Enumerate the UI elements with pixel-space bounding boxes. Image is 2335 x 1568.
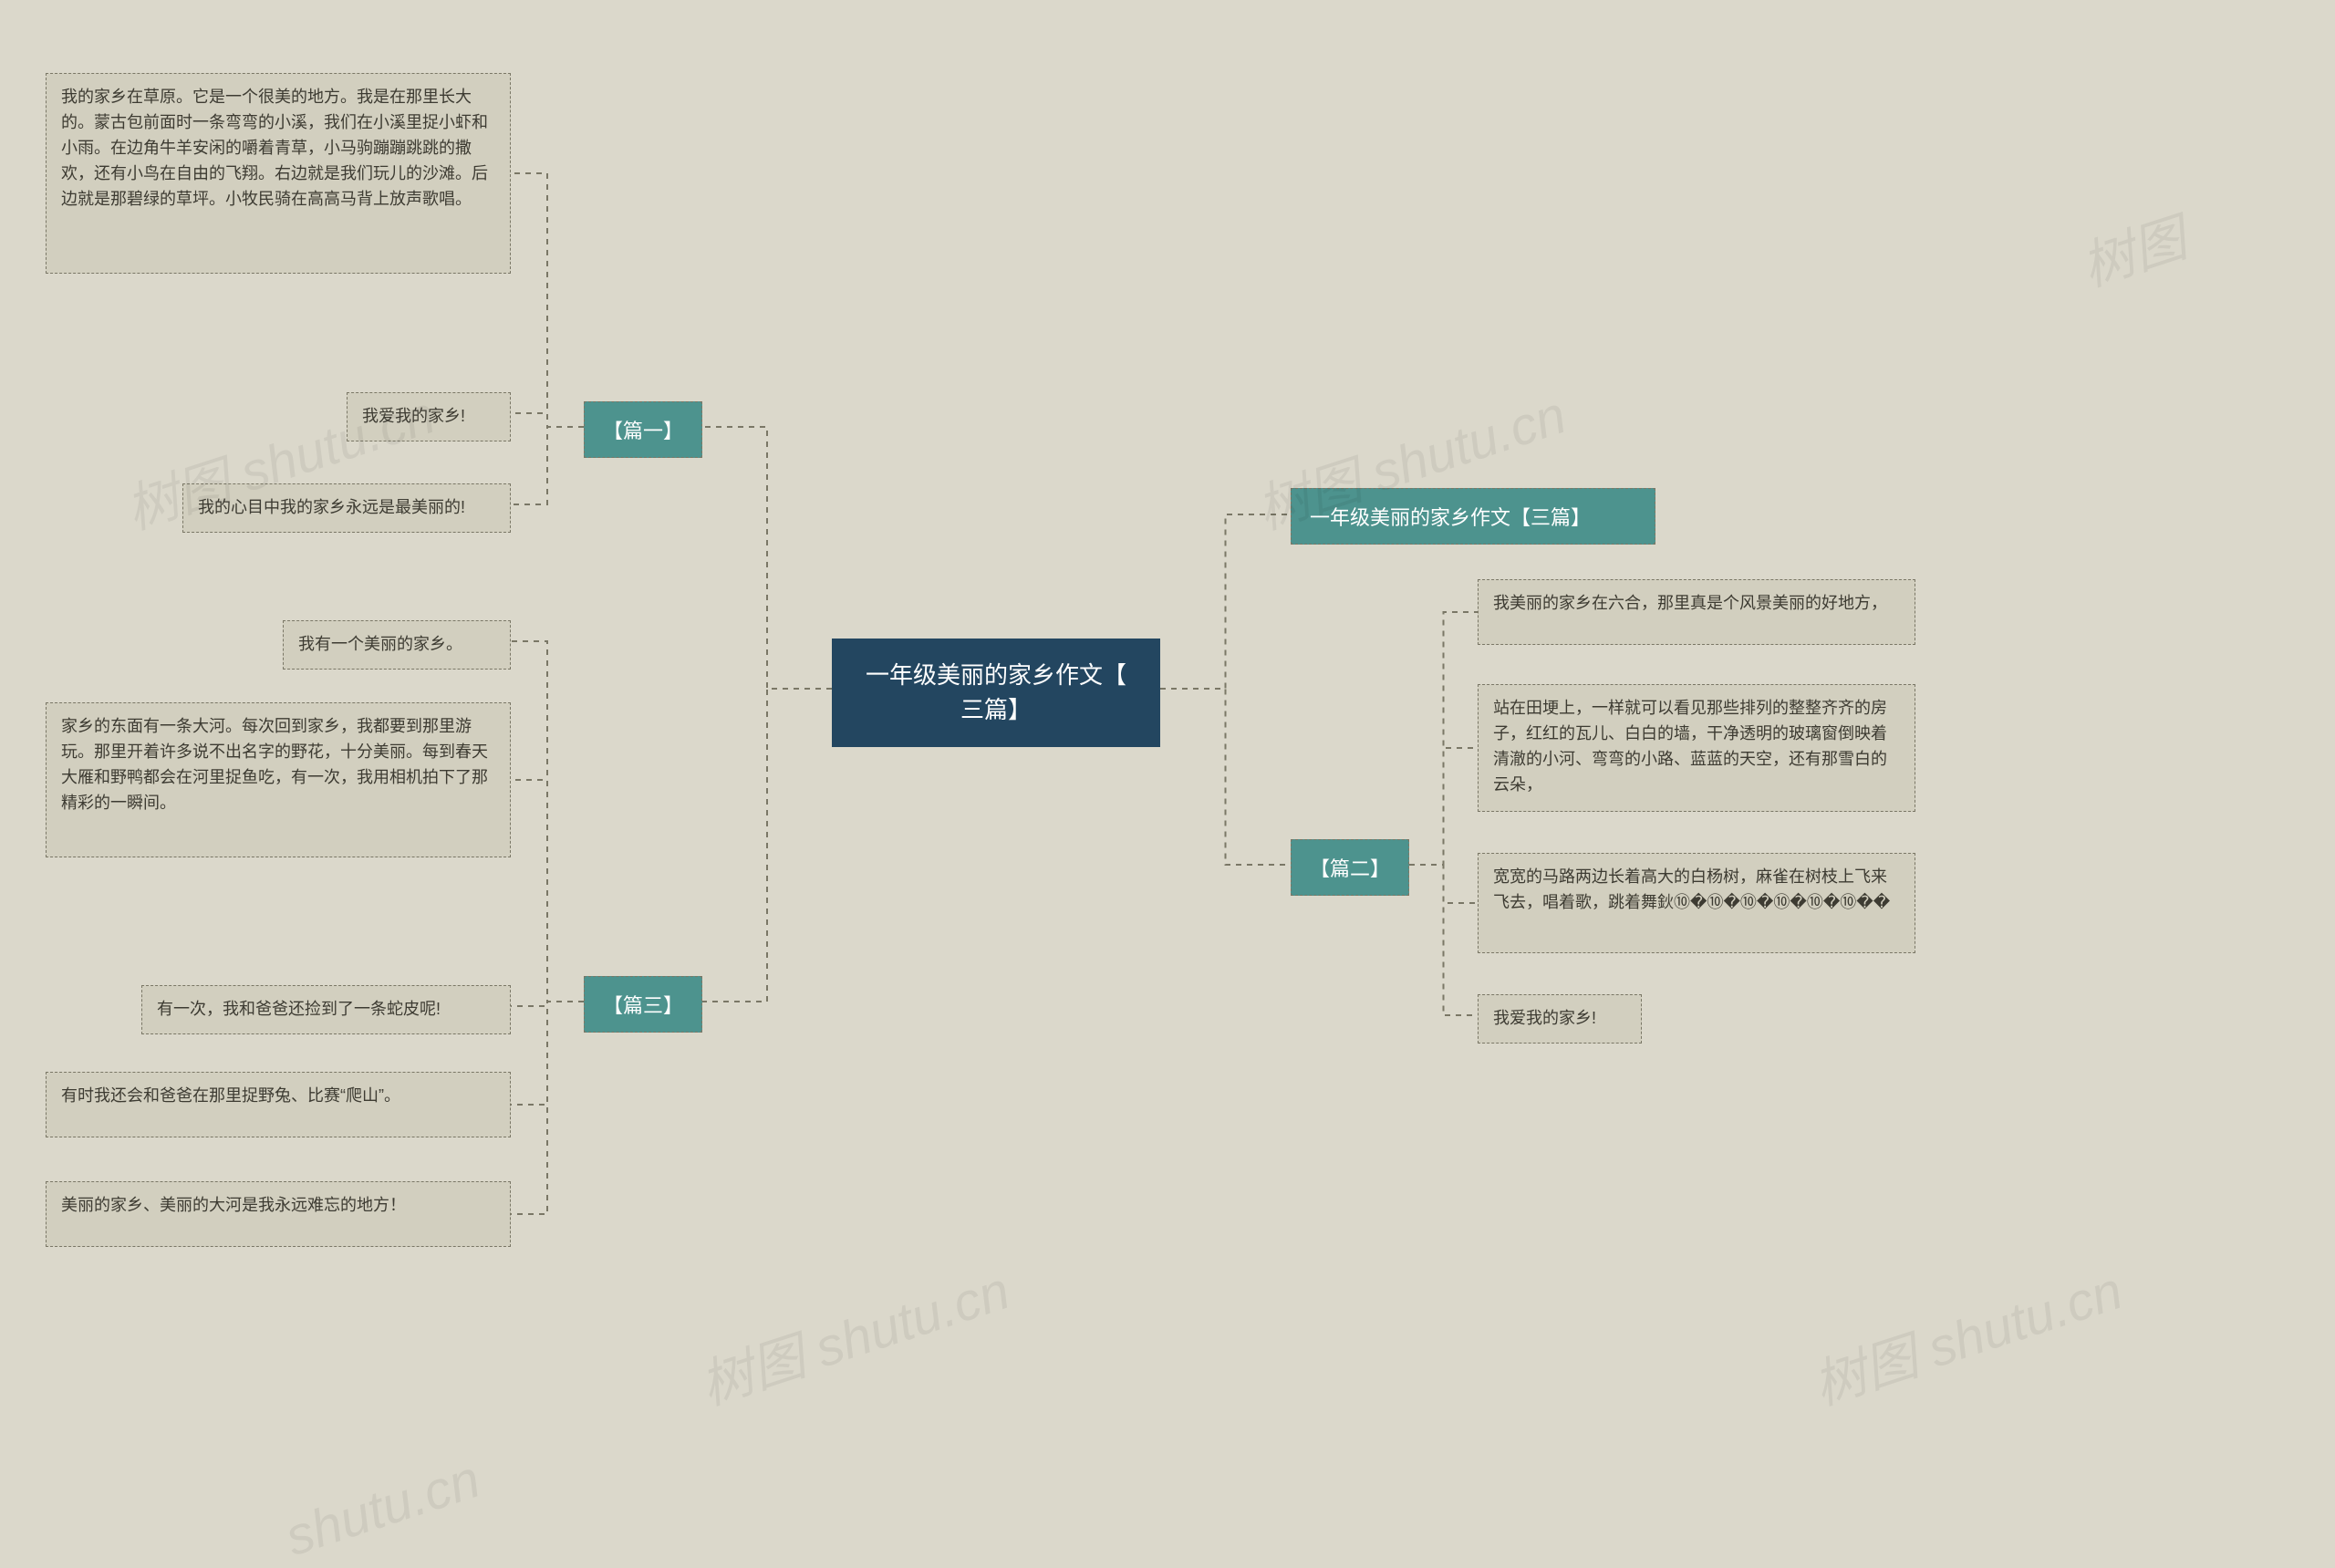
leaf-b1l2[interactable]: 我爱我的家乡! xyxy=(347,392,511,441)
branch-btitle[interactable]: 一年级美丽的家乡作文【三篇】 xyxy=(1291,488,1655,545)
mindmap-canvas: 一年级美丽的家乡作文【 三篇】 【篇一】 我的家乡在草原。它是一个很美的地方。我是在… xyxy=(0,0,2335,1445)
leaf-b3l2[interactable]: 家乡的东面有一条大河。每次回到家乡，我都要到那里游玩。那里开着许多说不出名字的野… xyxy=(46,702,511,857)
branch-b1[interactable]: 【篇一】 xyxy=(584,401,702,458)
branch-b2[interactable]: 【篇二】 xyxy=(1291,839,1409,896)
leaf-b1l3[interactable]: 我的心目中我的家乡永远是最美丽的! xyxy=(182,483,511,533)
leaf-b3l5[interactable]: 美丽的家乡、美丽的大河是我永远难忘的地方！ xyxy=(46,1181,511,1247)
leaf-b3l1[interactable]: 我有一个美丽的家乡。 xyxy=(283,620,511,670)
watermark: 树图 shutu.cn xyxy=(690,1248,1018,1419)
watermark: 树图 xyxy=(2070,195,2195,301)
leaf-b2l2[interactable]: 站在田埂上，一样就可以看见那些排列的整整齐齐的房子，红红的瓦儿、白白的墙，干净透… xyxy=(1478,684,1915,812)
leaf-b3l3[interactable]: 有一次，我和爸爸还捡到了一条蛇皮呢! xyxy=(141,985,511,1034)
branch-b3[interactable]: 【篇三】 xyxy=(584,976,702,1033)
watermark: shutu.cn xyxy=(278,1449,487,1568)
watermark: 树图 shutu.cn xyxy=(1802,1248,2131,1419)
root-node[interactable]: 一年级美丽的家乡作文【 三篇】 xyxy=(832,639,1160,747)
leaf-b3l4[interactable]: 有时我还会和爸爸在那里捉野兔、比赛“爬山”。 xyxy=(46,1072,511,1137)
leaf-b2l1[interactable]: 我美丽的家乡在六合，那里真是个风景美丽的好地方， xyxy=(1478,579,1915,645)
leaf-b1l1[interactable]: 我的家乡在草原。它是一个很美的地方。我是在那里长大的。蒙古包前面时一条弯弯的小溪… xyxy=(46,73,511,274)
leaf-b2l3[interactable]: 宽宽的马路两边长着高大的白杨树，麻雀在树枝上飞来飞去，唱着歌，跳着舞鈥⑩�⑩�⑩… xyxy=(1478,853,1915,953)
leaf-b2l4[interactable]: 我爱我的家乡! xyxy=(1478,994,1642,1044)
